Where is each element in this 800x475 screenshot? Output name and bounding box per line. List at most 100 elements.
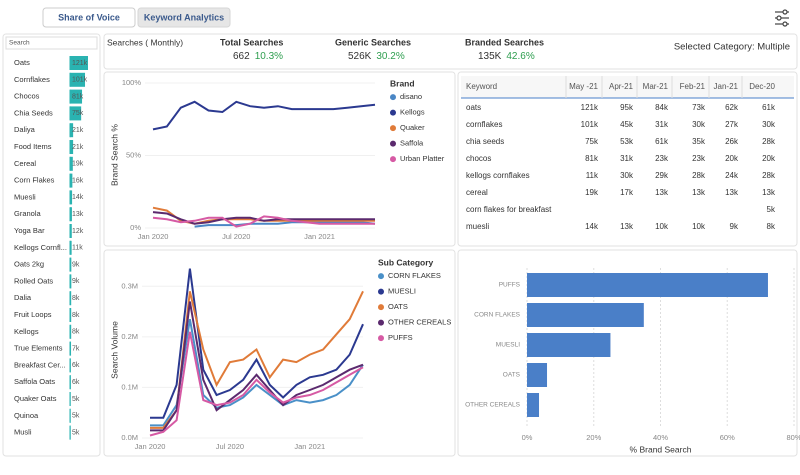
legend-swatch bbox=[390, 140, 396, 147]
table-cell: 20k bbox=[762, 154, 776, 163]
sidebar-item[interactable]: True Elements bbox=[14, 344, 63, 353]
tab-label[interactable]: Keyword Analytics bbox=[144, 12, 224, 22]
table-cell: corn flakes for breakfast bbox=[466, 205, 552, 214]
series-line bbox=[194, 221, 376, 228]
table-panel bbox=[457, 71, 798, 247]
sidebar-value: 5k bbox=[72, 413, 80, 420]
sidebar-item[interactable]: Daliya bbox=[14, 125, 36, 134]
table-header: Keyword bbox=[466, 82, 497, 91]
sidebar-value: 101k bbox=[72, 77, 88, 84]
sidebar-item[interactable]: Granola bbox=[14, 209, 42, 218]
table-cell: 73k bbox=[692, 103, 706, 112]
table-header: Dec-20 bbox=[749, 82, 775, 91]
brand-panel bbox=[103, 71, 456, 247]
sidebar-item[interactable]: Kellogs bbox=[14, 327, 39, 336]
search-placeholder[interactable]: Search bbox=[9, 40, 30, 47]
y-tick-label: PUFFS bbox=[499, 282, 521, 289]
x-tick-label: 40% bbox=[653, 433, 668, 442]
x-tick-label: Jan 2020 bbox=[135, 442, 166, 451]
kpi-value: 526K 30.2% bbox=[348, 51, 405, 62]
y-tick-label: 0.3M bbox=[121, 281, 138, 290]
legend-swatch bbox=[378, 304, 384, 311]
sidebar-value: 8k bbox=[72, 329, 80, 336]
selected-category: Selected Category: Multiple bbox=[674, 42, 790, 53]
table-cell: 23k bbox=[692, 154, 706, 163]
legend-swatch bbox=[390, 156, 396, 163]
legend-label: Quaker bbox=[400, 123, 425, 132]
sidebar-bar bbox=[70, 72, 86, 87]
sidebar-bar bbox=[70, 56, 88, 70]
table-header-bg bbox=[461, 76, 794, 98]
table-cell: 29k bbox=[655, 171, 669, 180]
sidebar-value: 75k bbox=[72, 110, 84, 117]
table-cell: 61k bbox=[762, 103, 776, 112]
tab[interactable] bbox=[42, 7, 136, 28]
sidebar-bar bbox=[70, 291, 72, 306]
table-cell: 121k bbox=[581, 103, 599, 112]
table-cell: 23k bbox=[655, 154, 669, 163]
x-axis-label: % Brand Search bbox=[630, 444, 692, 454]
legend-swatch bbox=[378, 288, 384, 295]
bar bbox=[527, 333, 611, 357]
sidebar-item[interactable]: Food Items bbox=[14, 142, 52, 151]
x-tick-label: Jan 2020 bbox=[138, 232, 169, 241]
sidebar-item[interactable]: Quinoa bbox=[14, 411, 39, 420]
search-box[interactable] bbox=[5, 36, 98, 50]
y-tick-label: 0% bbox=[130, 223, 141, 232]
tab[interactable] bbox=[137, 7, 231, 28]
bar bbox=[527, 393, 540, 417]
table-header: May -21 bbox=[569, 82, 598, 91]
kpi-number: 662 bbox=[233, 51, 250, 62]
legend-swatch bbox=[390, 109, 396, 116]
series-line bbox=[152, 100, 376, 131]
legend-label: CORN FLAKES bbox=[388, 271, 441, 280]
table-cell: 20k bbox=[725, 154, 739, 163]
sidebar-value: 6k bbox=[72, 362, 80, 369]
tab-label[interactable]: Share of Voice bbox=[58, 12, 120, 22]
table-cell: 28k bbox=[762, 171, 776, 180]
legend-label: PUFFS bbox=[388, 333, 413, 342]
table-cell: 30k bbox=[620, 171, 634, 180]
table-cell: 31k bbox=[655, 120, 669, 129]
sidebar-item[interactable]: Oats bbox=[14, 58, 30, 67]
sidebar-item[interactable]: Yoga Bar bbox=[14, 226, 45, 235]
sidebar-bar bbox=[70, 240, 72, 255]
sidebar-item[interactable]: Oats 2kg bbox=[14, 260, 44, 269]
y-tick-label: 100% bbox=[122, 78, 142, 87]
sidebar-value: 121k bbox=[72, 60, 88, 67]
sidebar-item[interactable]: Corn Flakes bbox=[14, 176, 55, 185]
y-tick-label: OATS bbox=[503, 372, 521, 379]
bar bbox=[527, 363, 548, 387]
filter-icon[interactable] bbox=[775, 9, 789, 27]
x-tick-label: 60% bbox=[720, 433, 735, 442]
sidebar-item[interactable]: Kellogs Cornfl... bbox=[14, 243, 67, 252]
table-header: Jan-21 bbox=[714, 82, 739, 91]
sidebar-item[interactable]: Musli bbox=[14, 428, 32, 437]
sidebar-item[interactable]: Cereal bbox=[14, 159, 36, 168]
sidebar-item[interactable]: Chocos bbox=[14, 92, 40, 101]
table-cell: 13k bbox=[762, 188, 776, 197]
sidebar-item[interactable]: Chia Seeds bbox=[14, 108, 53, 117]
x-tick-label: Jan 2021 bbox=[294, 442, 325, 451]
sidebar-item[interactable]: Fruit Loops bbox=[14, 310, 52, 319]
table-cell: kellogs cornflakes bbox=[466, 171, 530, 180]
sidebar-item[interactable]: Muesli bbox=[14, 192, 36, 201]
series-line bbox=[150, 319, 364, 427]
sidebar-item[interactable]: Rolled Oats bbox=[14, 276, 53, 285]
sidebar-item[interactable]: Quaker Oats bbox=[14, 394, 57, 403]
table-cell: 45k bbox=[620, 120, 634, 129]
kpi-value: 135K 42.6% bbox=[478, 51, 535, 62]
x-tick-label: Jan 2021 bbox=[304, 232, 335, 241]
table-cell: 17k bbox=[620, 188, 634, 197]
sidebar-item[interactable]: Cornflakes bbox=[14, 75, 50, 84]
legend-label: OTHER CEREALS bbox=[388, 318, 451, 327]
sidebar-item[interactable]: Breakfast Cer... bbox=[14, 360, 66, 369]
sidebar-item[interactable]: Saffola Oats bbox=[14, 377, 55, 386]
sidebar-item[interactable]: Dalia bbox=[14, 293, 32, 302]
kpi-label: Branded Searches bbox=[465, 37, 544, 47]
sidebar-bar bbox=[70, 173, 73, 188]
sidebar-value: 21k bbox=[72, 127, 84, 134]
table-cell: 30k bbox=[762, 120, 776, 129]
table-cell: oats bbox=[466, 103, 481, 112]
table-cell: cornflakes bbox=[466, 120, 502, 129]
